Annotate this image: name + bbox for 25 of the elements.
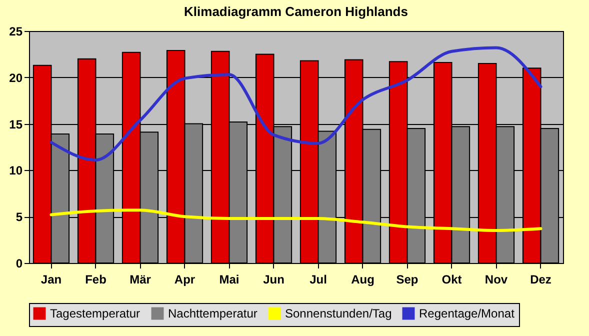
y-tick-label: 25 <box>9 24 23 38</box>
x-tick-label: Aug <box>351 272 374 286</box>
x-tick-label: Jan <box>40 272 62 286</box>
x-tick-label: Feb <box>85 272 106 286</box>
x-tick-label: Mär <box>130 272 152 286</box>
y-tick-label: 5 <box>16 210 23 224</box>
x-tick-label: Jun <box>263 272 284 286</box>
y-tick-label: 15 <box>9 117 23 132</box>
y-tick-label: 20 <box>9 70 23 85</box>
legend-label: Sonnenstunden/Tag <box>285 306 392 321</box>
x-tick-label: Okt <box>442 272 462 286</box>
x-tick-label: Nov <box>484 272 508 286</box>
legend-label: Tagestemperatur <box>50 306 140 321</box>
chart-title: Klimadiagramm Cameron Highlands <box>184 4 408 19</box>
x-tick-label: Jul <box>310 272 327 286</box>
y-tick-label: 0 <box>16 256 23 270</box>
x-tick-label: Apr <box>174 272 196 286</box>
x-tick-label: Mai <box>219 272 240 286</box>
legend-label: Regentage/Monat <box>419 306 516 321</box>
line-series <box>50 208 542 232</box>
line-series <box>50 46 542 162</box>
x-tick-label: Sep <box>396 272 418 286</box>
y-tick-label: 10 <box>9 164 23 178</box>
legend-label: Nachttemperatur <box>168 306 258 321</box>
x-tick-label: Dez <box>530 272 552 286</box>
